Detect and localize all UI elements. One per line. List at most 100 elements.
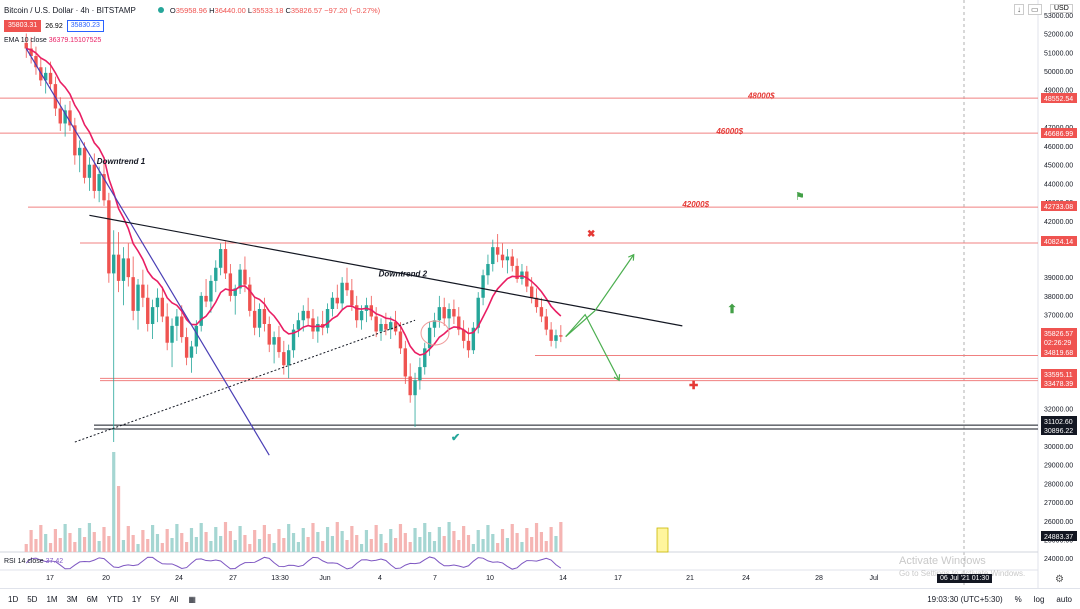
volume-bar bbox=[257, 539, 262, 552]
volume-bar bbox=[408, 542, 412, 552]
volume-bar bbox=[92, 532, 96, 552]
candle-body bbox=[252, 310, 257, 328]
x-tick-label: 4 bbox=[378, 575, 382, 582]
arrow-down-icon[interactable]: ↓ bbox=[1014, 4, 1024, 15]
candle-body bbox=[243, 269, 247, 285]
timeframe-all-button[interactable]: All bbox=[169, 594, 179, 604]
candle-body bbox=[306, 310, 310, 319]
candle-body bbox=[505, 256, 510, 261]
y-tick-label: 49000.00 bbox=[1044, 88, 1073, 95]
x-tick-label: 10 bbox=[486, 575, 494, 582]
auto-toggle[interactable]: auto bbox=[1056, 594, 1072, 604]
check-icon: ✔ bbox=[451, 432, 460, 444]
sell-button[interactable]: 35803.31 bbox=[4, 20, 42, 32]
timeframe-3m-button[interactable]: 3M bbox=[66, 594, 78, 604]
volume-bar bbox=[112, 452, 116, 552]
x-tick-label: 17 bbox=[46, 575, 54, 582]
rsi-value: 37.42 bbox=[45, 558, 64, 565]
candle-body bbox=[432, 320, 437, 328]
candle-body bbox=[160, 297, 165, 317]
volume-bar bbox=[457, 540, 461, 552]
candle-body bbox=[262, 308, 267, 324]
candle-body bbox=[175, 316, 179, 326]
volume-bar bbox=[384, 543, 388, 552]
volume-bar bbox=[68, 533, 72, 552]
buy-button[interactable]: 35830.23 bbox=[66, 20, 104, 32]
volume-bar bbox=[554, 536, 558, 552]
timeframe-6m-button[interactable]: 6M bbox=[86, 594, 98, 604]
price-label-box bbox=[1041, 93, 1077, 103]
candle-body bbox=[82, 147, 87, 178]
x-tick-label: 14 bbox=[559, 575, 567, 582]
candle-body bbox=[340, 282, 344, 304]
volume-bar bbox=[321, 541, 325, 552]
volume-bar bbox=[151, 525, 155, 552]
candle-body bbox=[544, 316, 548, 330]
candle-body bbox=[554, 335, 558, 341]
price-label-text: 02:26:29 bbox=[1044, 340, 1071, 347]
candle-body bbox=[359, 310, 364, 321]
price-label-text: 30896.22 bbox=[1044, 428, 1073, 435]
candle-body bbox=[121, 258, 126, 281]
volume-bar bbox=[447, 522, 451, 552]
volume-bar bbox=[248, 544, 252, 552]
volume-bar bbox=[253, 530, 257, 552]
maximize-icon[interactable]: ▭ bbox=[1028, 4, 1042, 15]
timeframe-5y-button[interactable]: 5Y bbox=[150, 594, 161, 604]
volume-bar bbox=[121, 540, 126, 552]
volume-bar bbox=[559, 522, 563, 552]
candle-body bbox=[389, 322, 393, 330]
candle-body bbox=[63, 110, 67, 124]
candle-body bbox=[471, 327, 476, 351]
candle-body bbox=[92, 164, 96, 191]
candle-body bbox=[491, 247, 495, 265]
log-toggle[interactable]: log bbox=[1033, 594, 1045, 604]
volume-bar bbox=[272, 543, 276, 552]
candle-body bbox=[330, 297, 335, 309]
volume-bar bbox=[418, 537, 422, 552]
clock-readout[interactable]: 19:03:30 (UTC+5:30) bbox=[927, 594, 1003, 604]
volume-bar bbox=[58, 538, 62, 552]
volume-bar bbox=[262, 525, 266, 552]
volume-bar bbox=[277, 529, 281, 552]
symbol-title[interactable]: Bitcoin / U.S. Dollar · 4h · BITSTAMP bbox=[4, 5, 136, 15]
candle-body bbox=[408, 376, 412, 396]
candle-body bbox=[112, 254, 116, 274]
candle-body bbox=[515, 265, 519, 280]
volume-bar bbox=[462, 526, 466, 552]
volume-bar bbox=[170, 538, 174, 552]
gear-icon[interactable]: ⚙ bbox=[1055, 574, 1064, 585]
volume-bar bbox=[78, 528, 82, 552]
timeframe-1m-button[interactable]: 1M bbox=[46, 594, 58, 604]
x-tick-label: 27 bbox=[229, 575, 237, 582]
volume-bar bbox=[73, 542, 77, 552]
timeframe-5d-button[interactable]: 5D bbox=[27, 594, 38, 604]
y-tick-label: 28000.00 bbox=[1044, 481, 1073, 488]
candle-body bbox=[398, 331, 403, 349]
y-tick-label: 27000.00 bbox=[1044, 500, 1073, 507]
volume-bar bbox=[379, 534, 383, 552]
percent-toggle[interactable]: % bbox=[1014, 594, 1022, 604]
timeframe-1y-button[interactable]: 1Y bbox=[131, 594, 142, 604]
volume-bar bbox=[175, 524, 179, 552]
currency-badge[interactable]: USD bbox=[1050, 4, 1073, 13]
watermark-subtitle: Go to Settings to activate Windows. bbox=[899, 569, 1026, 578]
chart-header: Bitcoin / U.S. Dollar · 4h · BITSTAMP O3… bbox=[0, 0, 380, 20]
volume-bar bbox=[34, 539, 38, 552]
projection-arrowhead bbox=[613, 374, 621, 382]
timeframe-list: 1D 5D 1M 3M 6M YTD 1Y 5Y All bbox=[0, 595, 178, 604]
timeframe-ytd-button[interactable]: YTD bbox=[106, 594, 123, 604]
calendar-icon[interactable]: ▦ bbox=[188, 594, 196, 604]
ema-legend[interactable]: EMA 10 close 36379.15107525 bbox=[4, 37, 101, 44]
volume-bar bbox=[335, 522, 339, 552]
price-label-box bbox=[1041, 369, 1077, 379]
candle-body bbox=[146, 297, 150, 324]
candle-body bbox=[282, 352, 286, 366]
ema-value: 36379.15107525 bbox=[48, 37, 102, 44]
timeframe-1d-button[interactable]: 1D bbox=[8, 594, 19, 604]
candle-body bbox=[311, 318, 315, 332]
rsi-legend[interactable]: RSI 14 close 37.42 bbox=[4, 558, 63, 565]
watermark-title: Activate Windows bbox=[899, 555, 986, 567]
price-label-box bbox=[1041, 416, 1077, 426]
